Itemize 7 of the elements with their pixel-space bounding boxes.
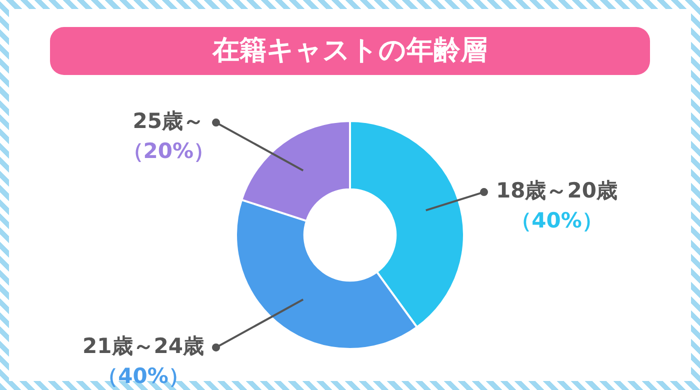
chart-title: 在籍キャストの年齢層 bbox=[50, 27, 650, 75]
data-label: （40%） bbox=[97, 364, 190, 388]
data-label: （20%） bbox=[122, 139, 215, 163]
data-label: （40%） bbox=[510, 208, 603, 232]
slice-label: 18歳～20歳 bbox=[496, 178, 618, 202]
slice-label: 21歳～24歳 bbox=[82, 334, 204, 358]
slice-label: 25歳～ bbox=[132, 109, 204, 133]
